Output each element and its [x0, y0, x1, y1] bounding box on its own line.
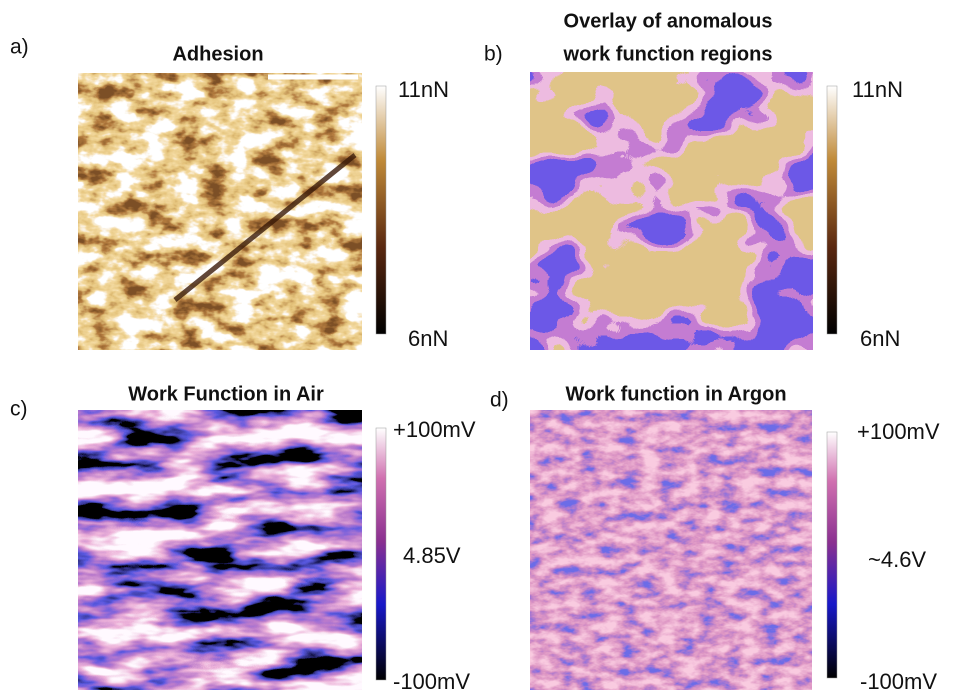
colorbar-bottom: 6nN	[408, 326, 448, 351]
colorbar-top: 11nN	[398, 77, 449, 102]
colorbar	[827, 86, 837, 334]
overlay-map	[530, 72, 813, 350]
panel-a: a) Adhesion 11nN 6nN	[10, 36, 449, 351]
colorbar	[376, 86, 386, 334]
colorbar-middle: 4.85V	[403, 543, 461, 568]
colorbar-bottom: -100mV	[860, 669, 937, 694]
colorbar-middle: ~4.6V	[868, 547, 926, 572]
panel-label: a)	[10, 36, 29, 59]
colorbar	[827, 432, 837, 678]
panel-c: c) Work Function in Air +100mV 4.85V -10…	[10, 383, 476, 694]
work-function-argon-map	[530, 410, 812, 690]
adhesion-map	[78, 73, 362, 350]
panel-label: b)	[484, 43, 503, 66]
work-function-air-map	[78, 410, 362, 690]
panel-title: Overlay of anomalous	[564, 10, 773, 32]
colorbar-top: +100mV	[857, 419, 940, 444]
colorbar-bottom: -100mV	[393, 669, 470, 694]
colorbar-bottom: 6nN	[860, 326, 900, 351]
panel-title: Work Function in Air	[128, 383, 324, 405]
panel-b: b) Overlay of anomalous work function re…	[484, 10, 903, 351]
panel-label: c)	[10, 398, 28, 421]
colorbar	[376, 428, 386, 680]
colorbar-top: +100mV	[393, 417, 476, 442]
colorbar-top: 11nN	[852, 77, 903, 102]
panel-title: Work function in Argon	[565, 383, 786, 405]
panel-label: d)	[490, 389, 509, 412]
figure: a) Adhesion 11nN 6nN b) Overlay of anoma…	[0, 0, 953, 698]
panel-title: work function regions	[563, 43, 773, 65]
panel-d: d) Work function in Argon +100mV ~4.6V -…	[490, 383, 940, 694]
panel-title: Adhesion	[172, 43, 263, 65]
